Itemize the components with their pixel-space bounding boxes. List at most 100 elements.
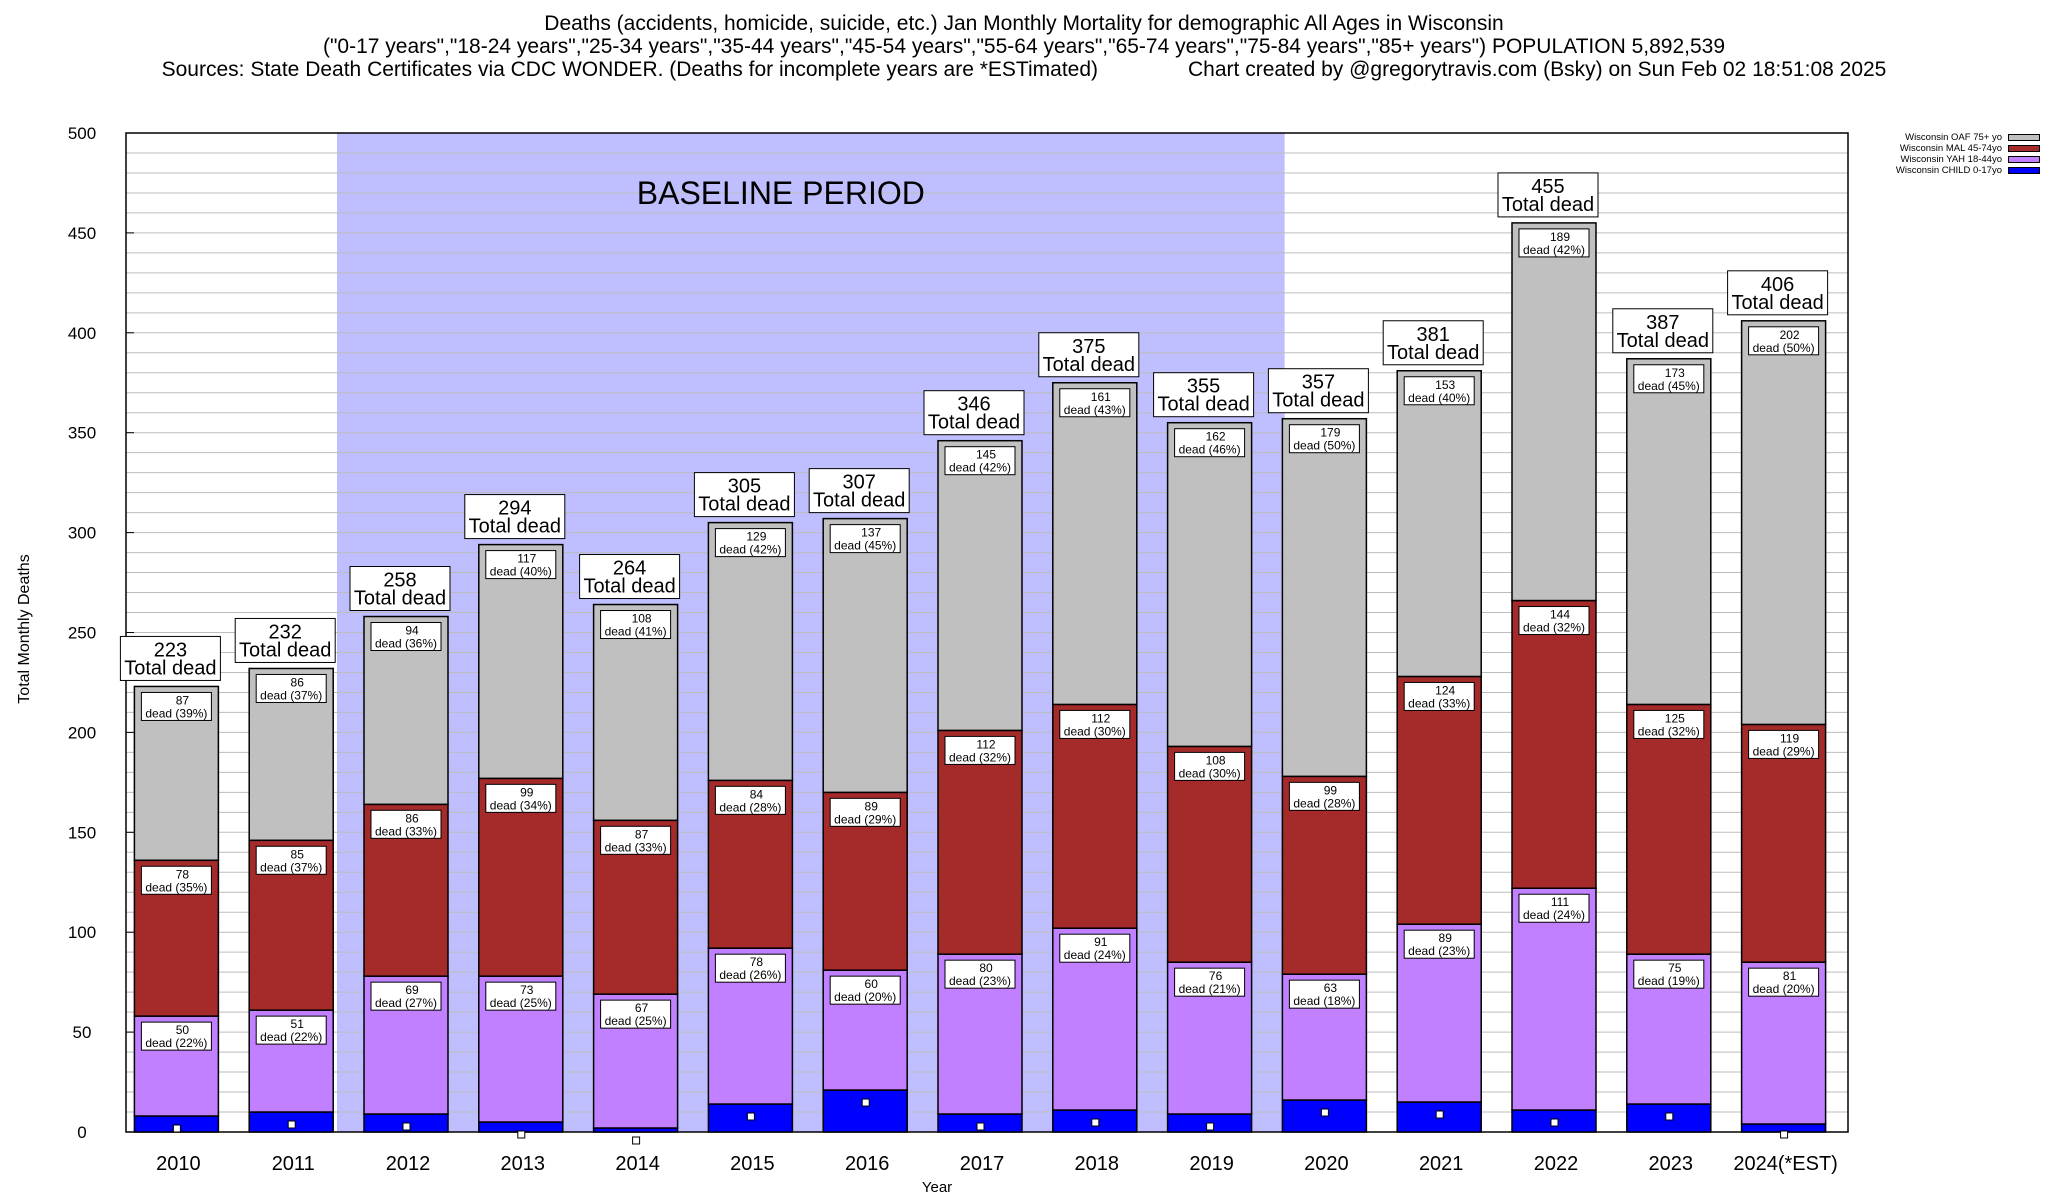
segment-label-box bbox=[140, 865, 212, 895]
segment-label-box bbox=[1059, 933, 1131, 963]
segment-value-label: 111 bbox=[1551, 895, 1570, 909]
total-value-label: 264 bbox=[613, 558, 646, 580]
child-marker bbox=[1550, 1118, 1559, 1127]
segment-label-box bbox=[600, 825, 672, 855]
total-suffix-label: Total dead bbox=[1157, 394, 1249, 416]
bar-segment-wisconsin-oaf-75-yo bbox=[1511, 222, 1597, 602]
segment-percent-label: dead (39%) bbox=[145, 706, 207, 720]
x-tick-label: 2018 bbox=[1075, 1153, 1120, 1175]
segment-label-box bbox=[255, 1015, 327, 1045]
y-tick-label: 400 bbox=[68, 324, 96, 343]
bar-segment-wisconsin-oaf-75-yo bbox=[822, 517, 908, 794]
child-marker bbox=[172, 1124, 181, 1133]
total-value-label: 406 bbox=[1761, 274, 1794, 296]
bar-segment-wisconsin-oaf-75-yo bbox=[478, 543, 564, 780]
x-tick-label: 2022 bbox=[1534, 1153, 1579, 1175]
segment-percent-label: dead (18%) bbox=[1293, 994, 1355, 1008]
bar-segment-wisconsin-oaf-75-yo bbox=[707, 521, 794, 782]
baseline-period-label: BASELINE PERIOD bbox=[637, 175, 925, 211]
total-label-box bbox=[693, 472, 795, 518]
bar-segment-wisconsin-oaf-75-yo bbox=[1052, 382, 1138, 706]
segment-value-label: 80 bbox=[979, 961, 993, 975]
total-label-box bbox=[579, 554, 681, 600]
total-value-label: 258 bbox=[383, 570, 416, 592]
segment-percent-label: dead (40%) bbox=[1408, 391, 1470, 405]
segment-value-label: 94 bbox=[405, 624, 419, 638]
segment-percent-label: dead (35%) bbox=[145, 880, 207, 894]
segment-label-box bbox=[370, 981, 442, 1011]
x-tick-label: 2017 bbox=[960, 1153, 1005, 1175]
segment-value-label: 129 bbox=[746, 530, 766, 544]
segment-value-label: 75 bbox=[1668, 961, 1682, 975]
y-tick-label: 200 bbox=[68, 723, 96, 742]
segment-percent-label: dead (42%) bbox=[949, 461, 1011, 475]
segment-label-box bbox=[1288, 424, 1360, 454]
total-value-label: 455 bbox=[1531, 176, 1564, 198]
segment-label-box bbox=[1059, 709, 1131, 739]
segment-label-box bbox=[255, 673, 327, 703]
segment-label-box bbox=[1633, 364, 1705, 394]
segment-percent-label: dead (41%) bbox=[605, 625, 667, 639]
x-tick-label: 2015 bbox=[730, 1153, 775, 1175]
legend-item: Wisconsin YAH 18-44yo bbox=[1860, 154, 2040, 165]
segment-label-box bbox=[1174, 967, 1246, 997]
total-value-label: 357 bbox=[1302, 372, 1335, 394]
total-suffix-label: Total dead bbox=[1272, 390, 1364, 412]
segment-percent-label: dead (23%) bbox=[1408, 944, 1470, 958]
segment-value-label: 81 bbox=[1783, 969, 1797, 983]
total-suffix-label: Total dead bbox=[1387, 342, 1479, 364]
segment-label-box bbox=[944, 735, 1016, 765]
segment-value-label: 85 bbox=[291, 847, 305, 861]
segment-value-label: 87 bbox=[176, 693, 190, 707]
segment-label-box bbox=[1403, 681, 1475, 711]
segment-label-box bbox=[255, 845, 327, 875]
segment-value-label: 173 bbox=[1665, 366, 1685, 380]
segment-label-box bbox=[1518, 228, 1590, 258]
x-tick-label: 2011 bbox=[272, 1153, 315, 1175]
legend-label: Wisconsin CHILD 0-17yo bbox=[1895, 165, 2002, 176]
segment-percent-label: dead (40%) bbox=[490, 565, 552, 579]
legend-swatch bbox=[2008, 145, 2040, 152]
segment-percent-label: dead (32%) bbox=[949, 750, 1011, 764]
segment-label-box bbox=[1748, 326, 1820, 356]
total-suffix-label: Total dead bbox=[124, 657, 216, 679]
chart-subtitle: ("0-17 years","18-24 years","25-34 years… bbox=[322, 35, 1726, 58]
segment-value-label: 86 bbox=[291, 675, 305, 689]
bar-segment-wisconsin-mal-45-74yo bbox=[1626, 703, 1712, 955]
total-suffix-label: Total dead bbox=[1617, 330, 1709, 352]
segment-value-label: 108 bbox=[632, 612, 652, 626]
segment-percent-label: dead (24%) bbox=[1523, 908, 1585, 922]
y-tick-label: 500 bbox=[68, 124, 96, 143]
source-note: Sources: State Death Certificates via CD… bbox=[161, 58, 1099, 81]
legend-item: Wisconsin MAL 45-74yo bbox=[1860, 143, 2040, 154]
bar-segment-wisconsin-oaf-75-yo bbox=[937, 439, 1023, 732]
segment-label-box bbox=[1518, 606, 1590, 636]
segment-percent-label: dead (21%) bbox=[1179, 982, 1241, 996]
bar-segment-wisconsin-yah-18-44yo bbox=[1511, 887, 1597, 1111]
legend-swatch bbox=[2008, 134, 2040, 141]
bar-segment-wisconsin-oaf-75-yo bbox=[1281, 417, 1368, 778]
y-tick-label: 450 bbox=[68, 224, 96, 243]
segment-value-label: 162 bbox=[1206, 430, 1226, 444]
segment-percent-label: dead (33%) bbox=[375, 824, 437, 838]
total-suffix-label: Total dead bbox=[354, 588, 446, 610]
total-value-label: 387 bbox=[1646, 312, 1679, 334]
total-value-label: 307 bbox=[843, 472, 876, 494]
x-tick-label: 2012 bbox=[386, 1153, 431, 1175]
bar-segment-wisconsin-oaf-75-yo bbox=[1396, 370, 1482, 678]
total-label-box bbox=[1267, 368, 1369, 414]
segment-label-box bbox=[1748, 967, 1820, 997]
segment-label-box bbox=[600, 999, 672, 1029]
child-marker bbox=[517, 1130, 526, 1139]
total-label-box bbox=[349, 566, 451, 612]
segment-value-label: 125 bbox=[1665, 711, 1685, 725]
total-suffix-label: Total dead bbox=[813, 490, 905, 512]
child-marker bbox=[746, 1112, 755, 1121]
y-tick-label: 350 bbox=[68, 424, 96, 443]
segment-percent-label: dead (29%) bbox=[834, 812, 896, 826]
segment-value-label: 84 bbox=[750, 787, 764, 801]
segment-label-box bbox=[140, 1021, 212, 1051]
segment-percent-label: dead (19%) bbox=[1638, 974, 1700, 988]
segment-percent-label: dead (45%) bbox=[1638, 379, 1700, 393]
segment-value-label: 63 bbox=[1324, 981, 1338, 995]
